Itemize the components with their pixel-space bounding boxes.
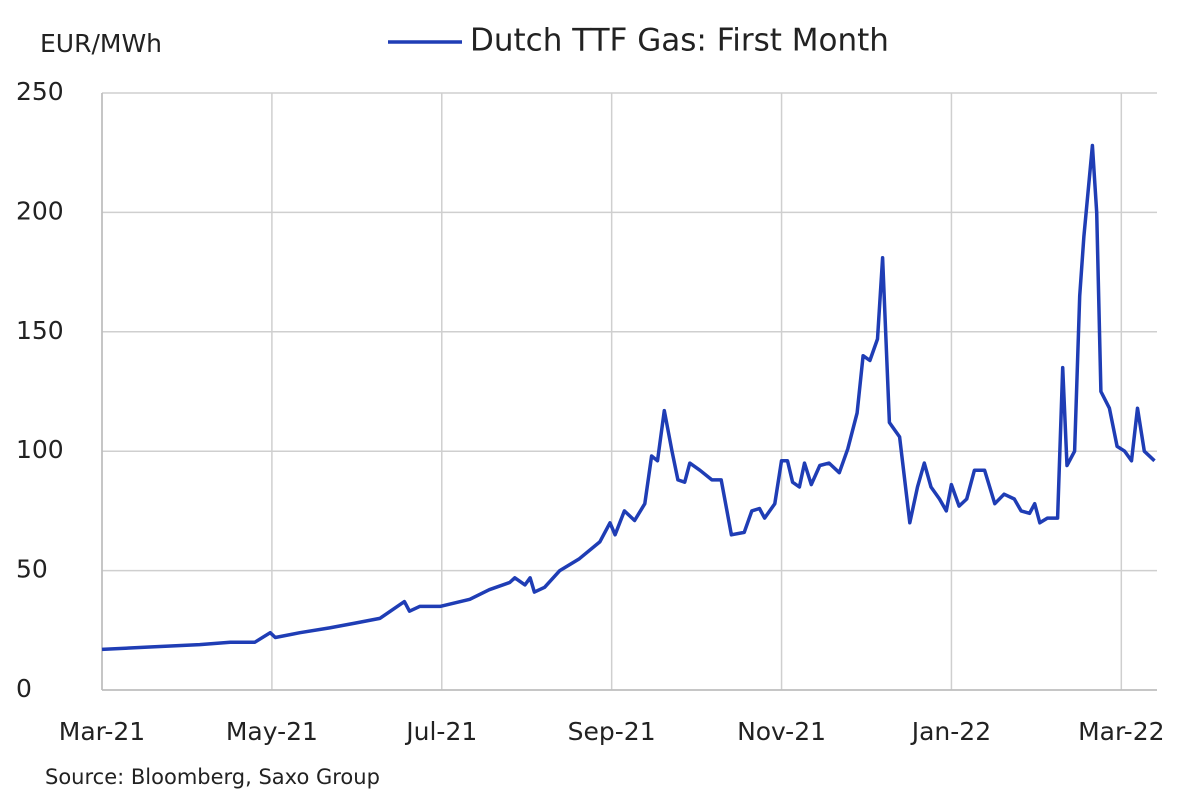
source-note: Source: Bloomberg, Saxo Group (45, 765, 380, 789)
x-tick-label: Jan-22 (910, 717, 991, 746)
y-tick-label: 50 (16, 555, 48, 584)
x-tick-label: Jul-21 (404, 717, 477, 746)
x-tick-label: Nov-21 (737, 717, 826, 746)
x-tick-label: Mar-22 (1078, 717, 1164, 746)
x-tick-label: Sep-21 (568, 717, 656, 746)
data-line (101, 143, 1156, 652)
y-tick-label: 200 (16, 196, 64, 225)
y-axis-label: EUR/MWh (40, 29, 162, 58)
y-tick-label: 0 (16, 674, 32, 703)
legend-label: Dutch TTF Gas: First Month (470, 23, 889, 59)
y-tick-label: 100 (16, 435, 64, 464)
x-tick-label: May-21 (226, 717, 318, 746)
y-tick-label: 250 (16, 77, 64, 106)
x-tick-label: Mar-21 (59, 717, 145, 746)
y-tick-label: 150 (16, 316, 64, 345)
